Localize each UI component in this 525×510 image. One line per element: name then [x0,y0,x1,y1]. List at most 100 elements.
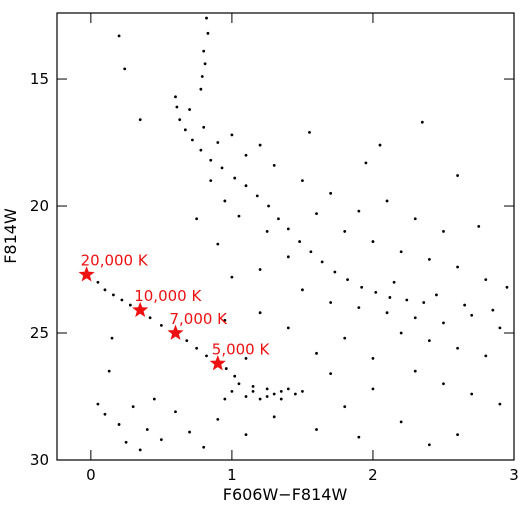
star-point [107,369,111,373]
star-point [258,268,262,271]
star-point [320,260,324,264]
star-point [159,323,163,327]
star-point [329,372,333,376]
star-point [309,250,313,254]
star-point [442,230,445,233]
temperature-marker [209,355,226,371]
star-point [205,354,208,358]
star-point [244,395,248,398]
star-point [188,430,191,434]
x-tick-label: 3 [509,466,519,484]
star-point [484,354,488,358]
star-point [456,265,459,269]
star-point [103,412,107,416]
star-point [427,339,431,343]
star-point [399,420,403,424]
star-point [470,392,474,396]
y-tick-label: 20 [30,197,49,215]
star-point [442,382,445,386]
star-point [223,199,227,203]
star-point [128,303,132,307]
temperature-marker [132,301,149,317]
star-point [145,428,149,431]
star-point [272,415,276,419]
star-point [308,130,311,134]
star-point [357,306,361,310]
star-point [220,166,224,170]
temperature-marker [167,324,184,340]
star-point [206,31,210,35]
star-point [315,212,318,216]
star-point [251,390,255,393]
star-point [491,308,495,312]
star-point [435,293,438,297]
star-point [174,95,177,99]
star-point [329,301,333,304]
star-point [343,336,347,340]
star-point [385,199,389,203]
x-tick-label: 1 [227,466,237,484]
star-point [456,174,459,177]
star-point [244,184,248,188]
star-point [364,161,368,165]
star-point [123,67,127,71]
star-point [223,397,227,401]
star-point [120,298,124,302]
star-point [174,410,177,414]
y-axis-title: F814W [1,208,20,264]
star-point [202,49,206,53]
star-point [152,397,156,401]
star-point [202,125,206,129]
star-point [199,148,203,152]
star-point [388,296,392,299]
star-point [188,108,191,111]
star-point [399,250,403,254]
star-point [233,374,237,378]
star-point [301,179,304,183]
star-point [301,390,304,393]
star-point [205,16,208,20]
star-point [183,128,187,132]
star-point [333,270,337,274]
star-point [209,179,213,183]
star-point [413,316,417,320]
star-point [298,240,302,243]
star-point [117,423,121,426]
star-point [422,301,426,304]
star-point [392,280,396,284]
star-point [251,384,255,388]
star-point [277,217,280,221]
star-point [360,285,364,289]
star-point [258,143,262,147]
star-point [244,153,248,157]
star-point [463,303,467,307]
star-point [378,143,382,147]
star-point [346,278,349,282]
star-point [230,133,234,137]
star-point [456,346,459,350]
star-point [442,321,445,325]
star-point [343,230,347,233]
star-point [159,438,163,442]
star-point [195,217,199,221]
star-point [413,369,417,373]
star-point [244,433,248,437]
star-point [203,62,207,66]
star-point [420,120,424,124]
star-point [223,318,227,322]
star-point [124,440,128,444]
star-point [202,445,206,449]
star-point [265,387,269,391]
star-point [357,435,361,439]
marker-label: 7,000 K [169,310,228,328]
star-point [195,346,199,350]
star-point [230,275,234,279]
x-tick-label: 0 [86,466,96,484]
temperature-marker [78,266,95,282]
y-tick-label: 30 [30,451,49,469]
star-point [279,390,283,393]
star-point [185,339,189,343]
star-point [405,298,409,302]
star-point [244,357,248,360]
star-point [385,311,389,315]
